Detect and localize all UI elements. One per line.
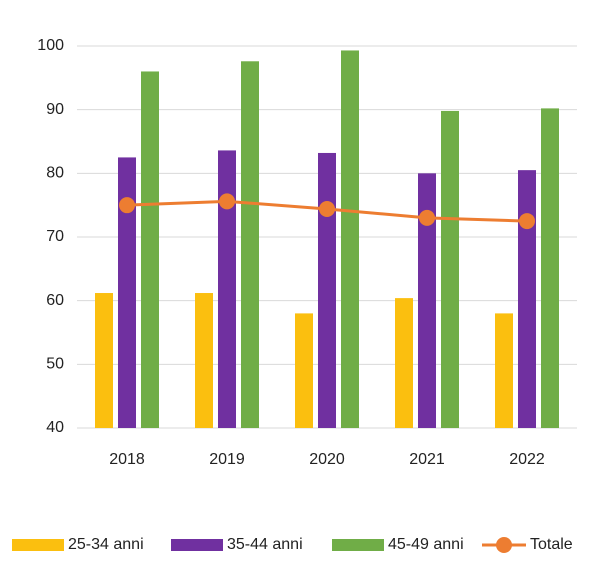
bar: [541, 108, 559, 428]
bar: [141, 71, 159, 428]
bar: [218, 150, 236, 428]
legend-label: 35-44 anni: [227, 536, 303, 553]
x-tick-label: 2020: [309, 451, 345, 468]
y-tick-label: 60: [46, 292, 64, 309]
line-marker: [119, 197, 135, 214]
legend-label: 25-34 anni: [68, 536, 144, 553]
legend-label: Totale: [530, 536, 573, 553]
bar: [441, 110, 459, 428]
line-marker: [519, 213, 535, 230]
bar: [195, 293, 213, 428]
y-tick-label: 40: [46, 419, 64, 436]
legend-swatch: [12, 539, 64, 551]
line-marker: [219, 193, 235, 210]
x-tick-label: 2021: [409, 451, 445, 468]
bar: [295, 313, 313, 428]
line-marker: [419, 209, 435, 226]
bar: [495, 313, 513, 428]
bar: [395, 298, 413, 428]
bar: [318, 152, 336, 428]
y-tick-label: 90: [46, 101, 64, 118]
y-tick-label: 80: [46, 165, 64, 182]
x-tick-label: 2022: [509, 451, 545, 468]
legend-swatch: [332, 539, 384, 551]
bar: [341, 50, 359, 428]
bar: [241, 61, 259, 428]
bar: [95, 293, 113, 428]
bar: [118, 157, 136, 428]
y-tick-label: 100: [37, 37, 64, 54]
bar: [418, 173, 436, 428]
legend-label: 45-49 anni: [388, 536, 464, 553]
bar: [518, 170, 536, 428]
line-marker: [319, 200, 335, 217]
x-tick-label: 2018: [109, 451, 145, 468]
legend-swatch: [496, 537, 512, 553]
x-tick-label: 2019: [209, 451, 245, 468]
y-tick-label: 70: [46, 228, 64, 245]
y-tick-label: 50: [46, 356, 64, 373]
legend-swatch: [171, 539, 223, 551]
